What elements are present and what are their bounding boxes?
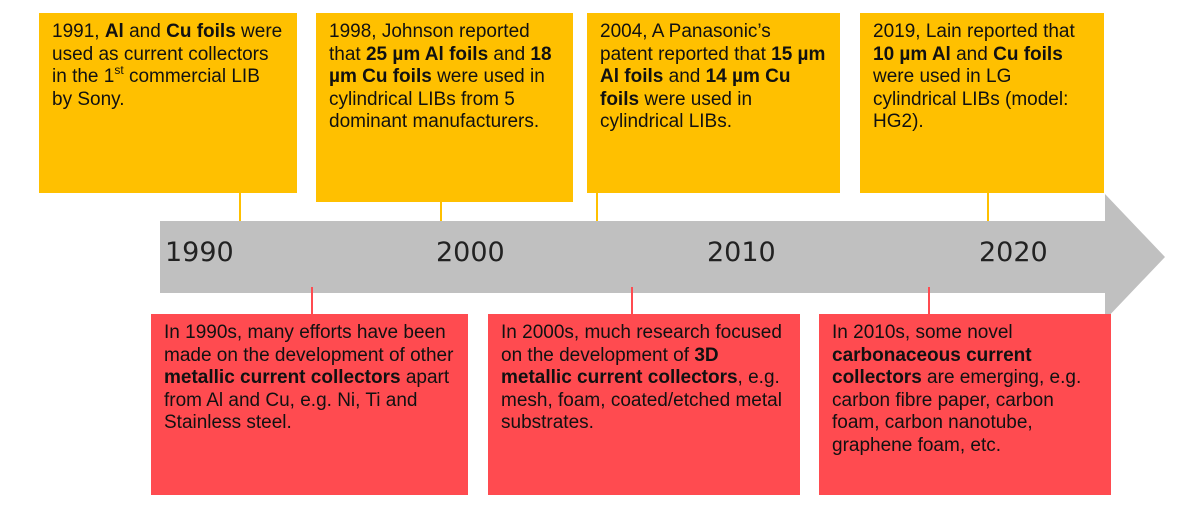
text-run: and [488, 43, 531, 65]
text-run: In 1990s, many efforts have been made on… [164, 322, 454, 366]
decade-2010s-box: In 2010s, some novel carbonaceous curren… [819, 314, 1111, 495]
superscript-text: st [114, 63, 124, 77]
text-run: and [123, 21, 167, 42]
milestone-2019-box: 2019, Lain reported that 10 µm Al and Cu… [860, 13, 1104, 193]
milestone-1998-box: 1998, Johnson reported that 25 µm Al foi… [316, 13, 573, 202]
text-run: are emerging, e.g. carbon fibre paper, c… [832, 367, 1082, 456]
text-run: 2004, A Panasonic’s patent reported that [600, 21, 772, 65]
year-label-1990: 1990 [165, 237, 234, 268]
year-label-2010: 2010 [707, 237, 776, 268]
text-run: apart from Al and Cu, e.g. Ni, Ti and St… [164, 367, 450, 433]
connector-2000s [631, 287, 633, 314]
text-run: In 2000s, much research focused on the d… [501, 322, 782, 366]
text-run: 1991, [52, 21, 105, 42]
text-run: were used in LG cylindrical LIBs (model:… [873, 66, 1069, 132]
text-run: and [663, 66, 706, 87]
connector-1991 [239, 193, 241, 221]
bold-text: 15 µm Al foils [600, 43, 826, 88]
connector-2004 [596, 193, 598, 221]
year-label-2000: 2000 [436, 237, 505, 268]
bold-text: Cu foils [166, 21, 236, 42]
connector-1990s [311, 287, 313, 314]
connector-2019 [987, 193, 989, 221]
milestone-1991-box: 1991, Al and Cu foils were used as curre… [39, 13, 297, 193]
year-label-2020: 2020 [979, 237, 1048, 268]
bold-text: 18 µm Cu foils [329, 43, 552, 88]
text-run: 2019, Lain reported that [873, 21, 1075, 42]
bold-text: carbonaceous current collectors [832, 344, 1032, 389]
text-run: were used in cylindrical LIBs. [600, 88, 753, 133]
decade-1990s-box: In 1990s, many efforts have been made on… [151, 314, 468, 495]
connector-2010s [928, 287, 930, 314]
text-run: In 2010s, some novel [832, 322, 1013, 343]
bold-text: Al [104, 21, 124, 42]
bold-text: 10 µm Al [873, 43, 951, 65]
timeline-arrow-shape [160, 194, 1165, 320]
bold-text: 3D metallic current collectors [501, 344, 738, 389]
bold-text: metallic current collectors [164, 367, 401, 388]
text-run: , e.g. mesh, foam, coated/etched metal s… [501, 367, 782, 433]
text-run: were used as current collectors in the 1 [52, 21, 283, 87]
milestone-2004-box: 2004, A Panasonic’s patent reported that… [587, 13, 840, 193]
text-run: commercial LIB by Sony. [52, 66, 260, 110]
text-run: 1998, Johnson reported that [329, 21, 530, 65]
connector-1998 [440, 202, 442, 221]
decade-2000s-box: In 2000s, much research focused on the d… [488, 314, 800, 495]
text-run: were used in cylindrical LIBs from 5 dom… [329, 66, 545, 132]
bold-text: 25 µm Al foils [365, 43, 489, 65]
text-run: and [950, 43, 994, 65]
bold-text: Cu foils [993, 43, 1063, 65]
bold-text: 14 µm Cu foils [600, 66, 791, 110]
